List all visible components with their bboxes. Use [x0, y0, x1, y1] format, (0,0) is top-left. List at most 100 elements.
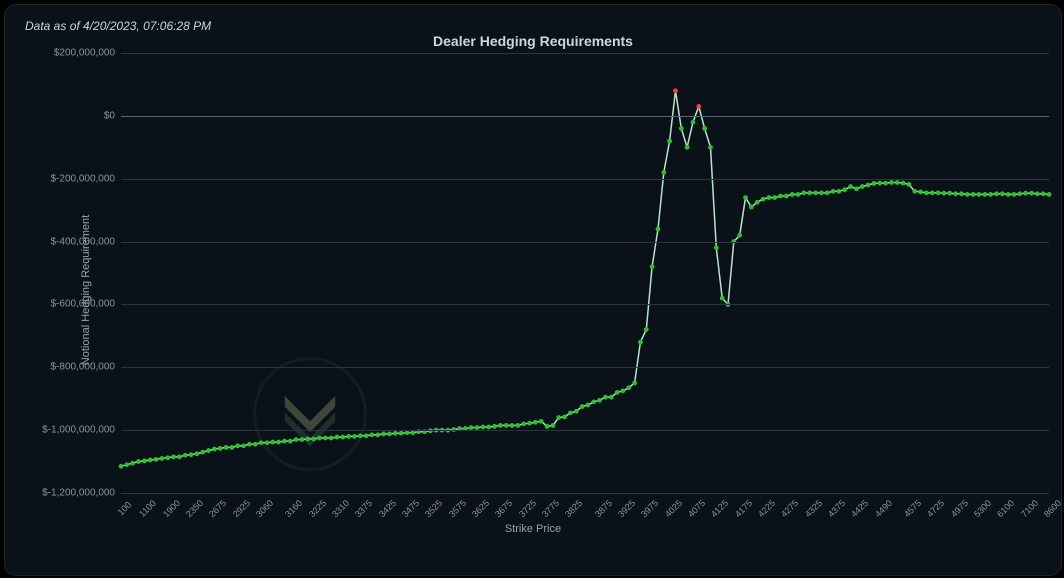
data-point — [276, 440, 281, 445]
data-point — [784, 194, 789, 199]
data-point — [877, 181, 882, 186]
data-point — [154, 457, 159, 462]
data-point — [545, 424, 550, 429]
data-point — [813, 190, 818, 195]
data-point — [586, 403, 591, 408]
data-point — [550, 423, 555, 428]
data-point — [533, 420, 538, 425]
x-tick-label: 3060 — [254, 498, 275, 519]
data-point — [1012, 192, 1017, 197]
data-point — [375, 432, 380, 437]
data-point — [142, 459, 147, 464]
data-point — [836, 189, 841, 194]
data-point — [1041, 191, 1046, 196]
data-point — [883, 181, 888, 186]
x-tick-label: 1900 — [161, 498, 182, 519]
data-point — [241, 443, 246, 448]
data-point — [994, 191, 999, 196]
data-point — [650, 264, 655, 269]
x-tick-label: 4275 — [779, 498, 800, 519]
x-tick-label: 4375 — [826, 498, 847, 519]
data-point — [971, 192, 976, 197]
data-point — [702, 126, 707, 131]
gridline — [121, 304, 1049, 305]
y-tick-label: $200,000,000 — [54, 48, 115, 59]
data-point — [562, 415, 567, 420]
x-tick-label: 4325 — [803, 498, 824, 519]
y-tick-label: $-400,000,000 — [50, 236, 115, 247]
gridline — [121, 493, 1049, 494]
data-point — [311, 437, 316, 442]
x-tick-label: 3775 — [540, 498, 561, 519]
gridline — [121, 179, 1049, 180]
data-point — [352, 434, 357, 439]
data-point — [901, 181, 906, 186]
x-tick-label: 4025 — [663, 498, 684, 519]
data-point — [515, 423, 520, 428]
data-point — [335, 435, 340, 440]
x-tick-label: 3160 — [283, 498, 304, 519]
x-tick-label: 3310 — [330, 498, 351, 519]
data-point — [679, 126, 684, 131]
data-point — [895, 180, 900, 185]
data-point — [200, 450, 205, 455]
data-point — [340, 435, 345, 440]
data-point — [323, 436, 328, 441]
gridline — [121, 367, 1049, 368]
x-tick-label: 5300 — [972, 498, 993, 519]
x-tick-label: 4075 — [686, 498, 707, 519]
data-point — [1023, 191, 1028, 196]
data-point — [329, 436, 334, 441]
data-point — [393, 431, 398, 436]
gridline — [121, 242, 1049, 243]
data-point — [656, 227, 661, 232]
data-point — [300, 437, 305, 442]
data-point — [346, 434, 351, 439]
data-point — [212, 447, 217, 452]
data-point — [119, 464, 124, 469]
chart-panel: Data as of 4/20/2023, 07:06:28 PM Dealer… — [4, 4, 1062, 576]
x-tick-label: 3975 — [639, 498, 660, 519]
data-point — [714, 245, 719, 250]
data-point — [510, 423, 515, 428]
x-tick-label: 3825 — [563, 498, 584, 519]
data-point — [737, 233, 742, 238]
data-point — [936, 190, 941, 195]
data-point — [953, 191, 958, 196]
data-point — [755, 200, 760, 205]
x-tick-label: 4575 — [902, 498, 923, 519]
data-point — [988, 192, 993, 197]
y-tick-label: $-1,000,000,000 — [42, 425, 115, 436]
data-point — [568, 410, 573, 415]
data-point — [591, 399, 596, 404]
data-point — [819, 190, 824, 195]
x-axis-label: Strike Price — [5, 523, 1061, 535]
data-point — [189, 452, 194, 457]
data-point — [165, 455, 170, 460]
data-point — [247, 442, 252, 447]
y-tick-label: $-1,200,000,000 — [42, 488, 115, 499]
data-point — [842, 187, 847, 192]
x-tick-label: 2925 — [231, 498, 252, 519]
x-tick-label: 7100 — [1019, 498, 1040, 519]
chart-title: Dealer Hedging Requirements — [5, 33, 1061, 49]
data-point — [790, 192, 795, 197]
gridline — [121, 430, 1049, 431]
x-tick-label: 3575 — [447, 498, 468, 519]
x-tick-label: 3675 — [493, 498, 514, 519]
data-point — [527, 421, 532, 426]
chart-svg — [121, 53, 1049, 493]
data-point — [282, 439, 287, 444]
data-point — [159, 456, 164, 461]
data-point — [977, 192, 982, 197]
data-point — [685, 145, 690, 150]
data-point — [580, 404, 585, 409]
data-point — [825, 190, 830, 195]
x-tick-label: 8600 — [1042, 498, 1063, 519]
x-tick-label: 3425 — [377, 498, 398, 519]
data-point — [761, 197, 766, 202]
data-point — [370, 432, 375, 437]
data-point — [556, 415, 561, 420]
data-point — [924, 190, 929, 195]
data-point — [265, 440, 270, 445]
